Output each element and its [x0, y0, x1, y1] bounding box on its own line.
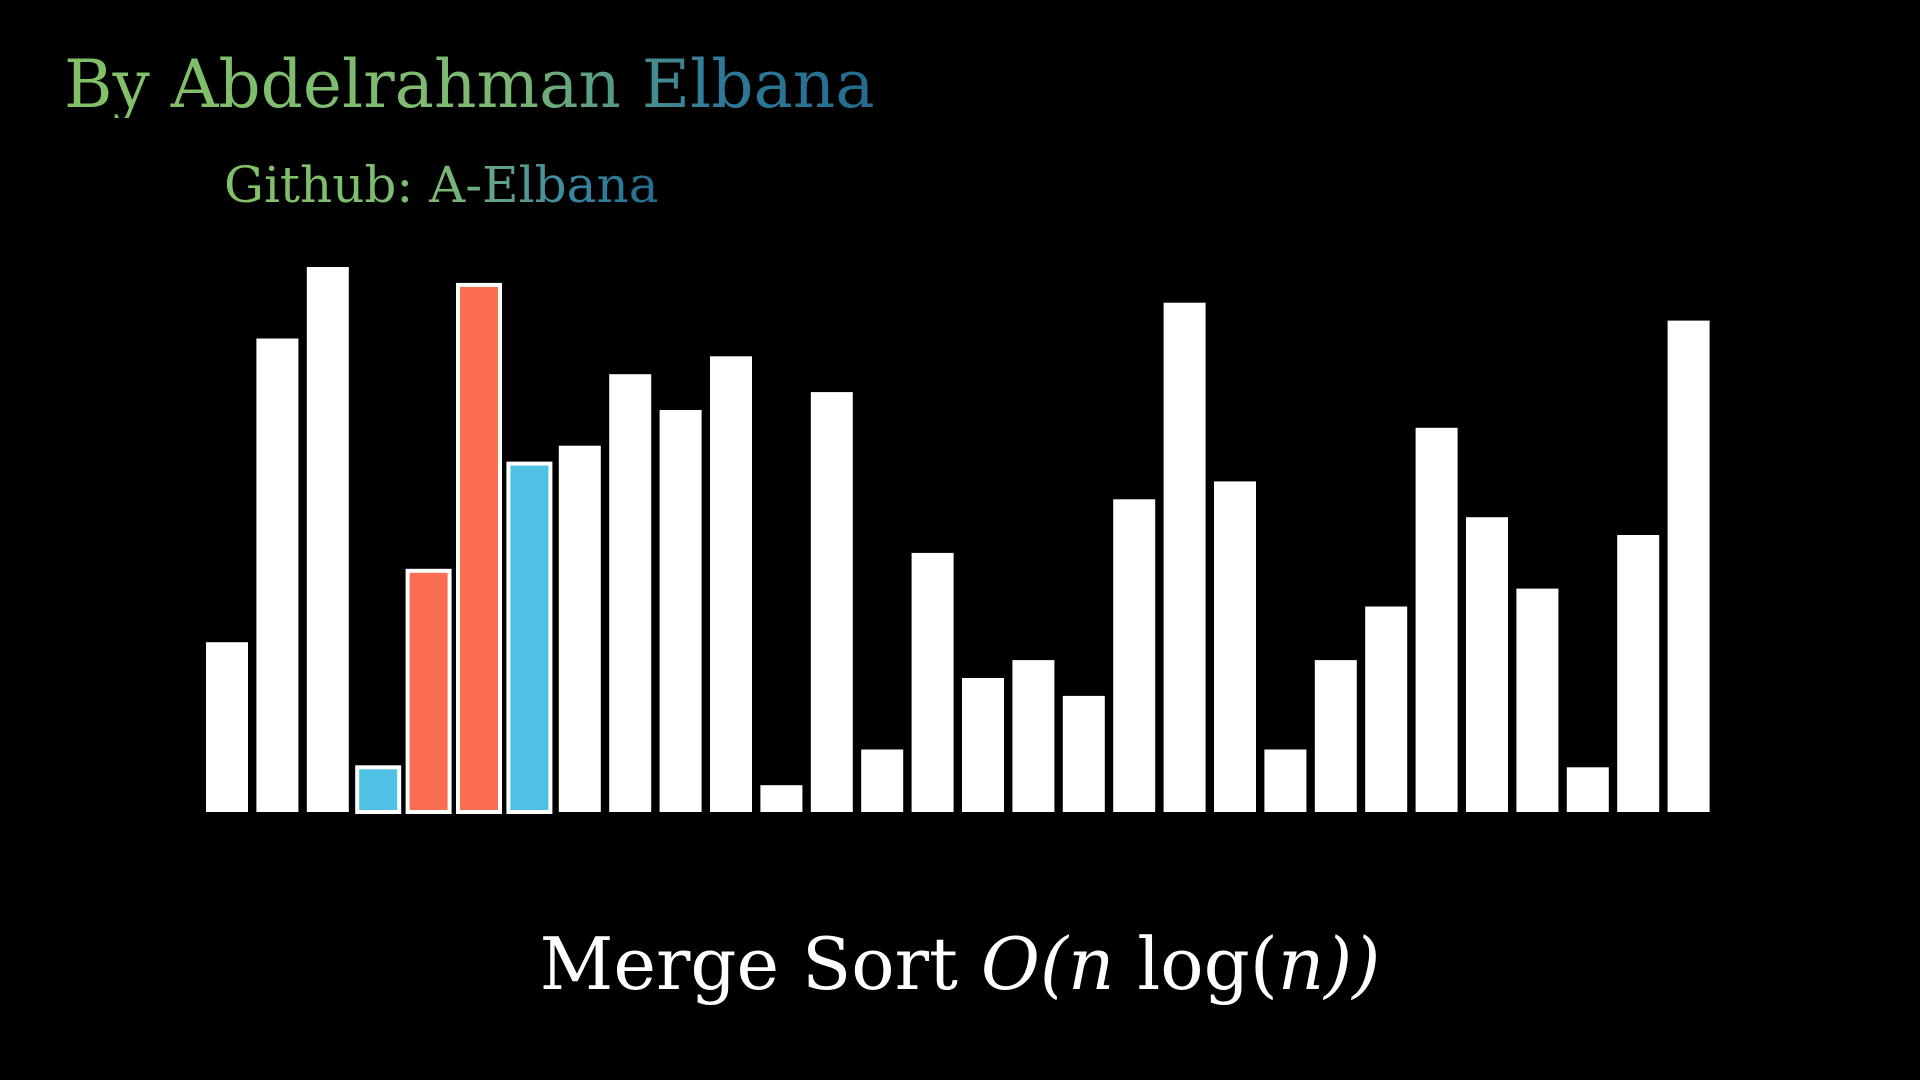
algorithm-title: Merge Sort: [539, 922, 958, 1006]
bar-18: [1062, 695, 1105, 812]
bar-10: [659, 410, 702, 812]
complexity-log: log(: [1137, 922, 1278, 1006]
github-credit: Github: A-Elbana: [224, 156, 659, 214]
bar-4-blue: [355, 765, 402, 814]
bar-6-red: [456, 282, 502, 814]
complexity-open: O(n: [980, 922, 1115, 1006]
bar-3: [306, 267, 349, 812]
algorithm-caption: Merge Sort O(n log(n)): [0, 928, 1920, 1000]
bar-20: [1163, 302, 1206, 812]
bar-25: [1415, 427, 1458, 812]
bar-11: [710, 356, 752, 812]
bar-28: [1566, 767, 1609, 812]
complexity-close: n)): [1277, 922, 1381, 1006]
bar-5-red: [405, 568, 452, 814]
bar-8: [558, 445, 601, 812]
bar-7-blue: [506, 461, 553, 814]
bar-14: [861, 749, 904, 812]
bar-13: [810, 392, 853, 812]
bar-29: [1617, 535, 1660, 812]
bar-22: [1264, 749, 1307, 812]
bar-12: [760, 785, 803, 812]
bar-30: [1667, 320, 1710, 812]
bar-2: [256, 338, 299, 812]
bar-15: [911, 552, 954, 812]
bar-9: [609, 374, 652, 812]
author-credit: By Abdelrahman Elbana: [64, 46, 875, 123]
bar-21: [1214, 481, 1256, 812]
bar-17: [1012, 660, 1055, 812]
bar-16: [962, 678, 1004, 812]
bar-1: [206, 642, 248, 812]
bar-24: [1365, 606, 1408, 812]
bar-23: [1314, 660, 1357, 812]
bar-26: [1466, 517, 1508, 812]
bar-19: [1113, 499, 1156, 812]
bar-27: [1516, 588, 1559, 812]
